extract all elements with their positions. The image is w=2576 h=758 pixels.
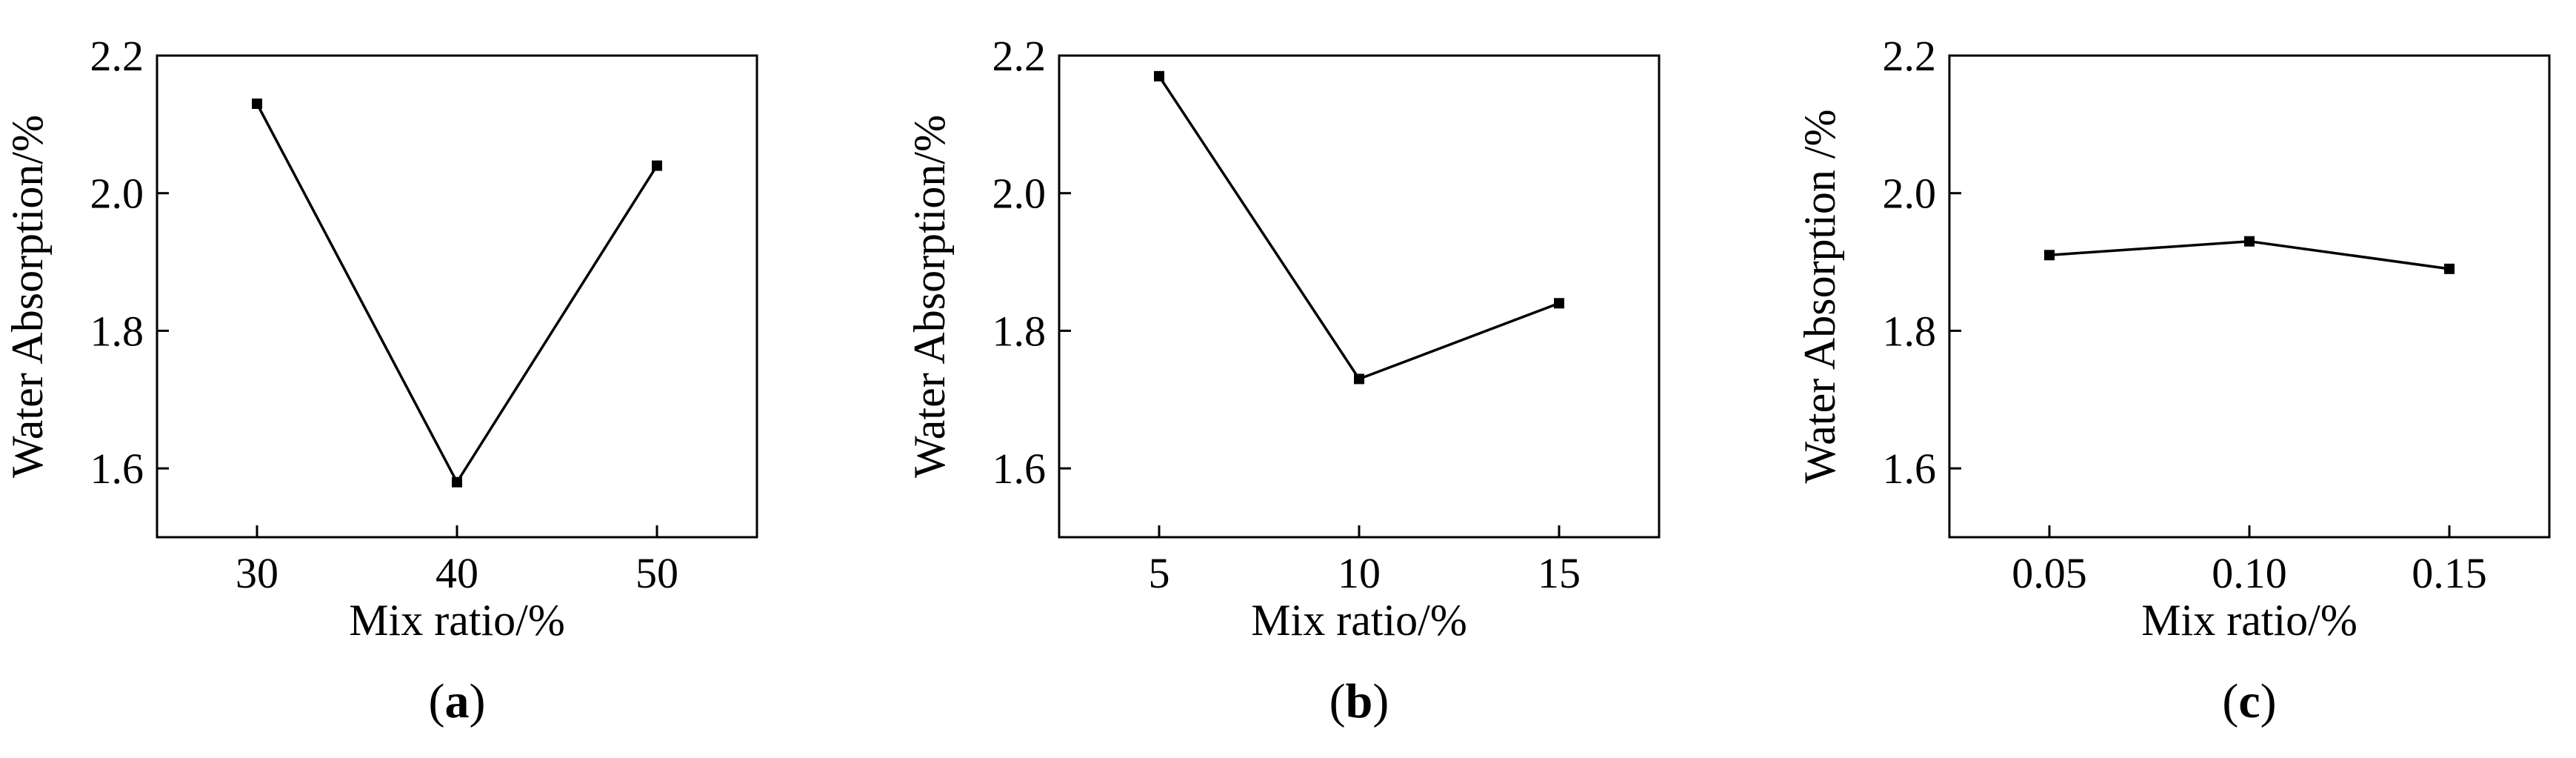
x-tick-label: 0.15 bbox=[2412, 549, 2487, 597]
y-axis-title: Water Absorption/% bbox=[905, 115, 954, 478]
y-tick-label: 1.8 bbox=[90, 307, 144, 355]
chart-panel-b: 1.6 1.8 2.0 2.2 5 10 15 Mix ratio/% Water Abso… bbox=[905, 32, 1661, 728]
y-axis-title: Water Absorption/% bbox=[3, 115, 52, 478]
x-tick-label: 15 bbox=[1538, 549, 1581, 597]
y-tick-label: 2.0 bbox=[1883, 170, 1937, 218]
x-tick-label: 30 bbox=[236, 549, 278, 597]
data-point bbox=[1154, 70, 1164, 82]
data-point bbox=[652, 160, 662, 171]
y-tick-label: 2.0 bbox=[992, 170, 1047, 218]
x-tick-label: 10 bbox=[1338, 549, 1381, 597]
data-point bbox=[1354, 373, 1364, 385]
plot-frame bbox=[1948, 54, 2551, 539]
plot-frame bbox=[156, 54, 758, 539]
series-line bbox=[256, 103, 658, 485]
x-tick-label: 5 bbox=[1149, 549, 1170, 597]
data-point bbox=[1554, 298, 1564, 309]
x-axis-title: Mix ratio/% bbox=[2141, 596, 2358, 645]
y-tick-label: 1.8 bbox=[992, 307, 1047, 355]
plot-frame bbox=[1058, 54, 1661, 539]
data-point bbox=[252, 99, 262, 109]
panel-caption: (a) bbox=[429, 674, 486, 728]
y-tick-label: 1.8 bbox=[1883, 307, 1937, 355]
y-tick-label: 2.2 bbox=[992, 32, 1047, 80]
x-axis-title: Mix ratio/% bbox=[1251, 596, 1467, 645]
data-point bbox=[452, 476, 462, 488]
x-tick-label: 50 bbox=[635, 549, 678, 597]
y-axis-title: Water Absorption /% bbox=[1795, 109, 1844, 483]
y-tick-label: 1.6 bbox=[90, 445, 144, 493]
x-tick-label: 0.05 bbox=[2012, 549, 2087, 597]
data-point bbox=[2244, 236, 2255, 247]
y-tick-label: 2.0 bbox=[90, 170, 144, 218]
y-tick-label: 1.6 bbox=[1883, 445, 1937, 493]
data-point bbox=[2044, 250, 2055, 261]
panel-caption: (c) bbox=[2222, 674, 2276, 728]
y-tick-label: 2.2 bbox=[90, 32, 144, 80]
x-axis-title: Mix ratio/% bbox=[349, 596, 565, 645]
chart-panel-c: 1.6 1.8 2.0 2.2 0.05 0.10 0.15 Mix ratio/% Wat… bbox=[1795, 32, 2551, 728]
y-tick-label: 2.2 bbox=[1883, 32, 1937, 80]
x-tick-label: 0.10 bbox=[2212, 549, 2287, 597]
chart-panel-a: 1.6 1.8 2.0 2.2 30 40 50 Mix ratio/% Water Abs… bbox=[3, 32, 758, 728]
panel-caption: (b) bbox=[1329, 674, 1389, 728]
y-tick-label: 1.6 bbox=[992, 445, 1047, 493]
data-point bbox=[2444, 263, 2455, 274]
x-tick-label: 40 bbox=[436, 549, 478, 597]
series-line bbox=[1158, 75, 1560, 381]
